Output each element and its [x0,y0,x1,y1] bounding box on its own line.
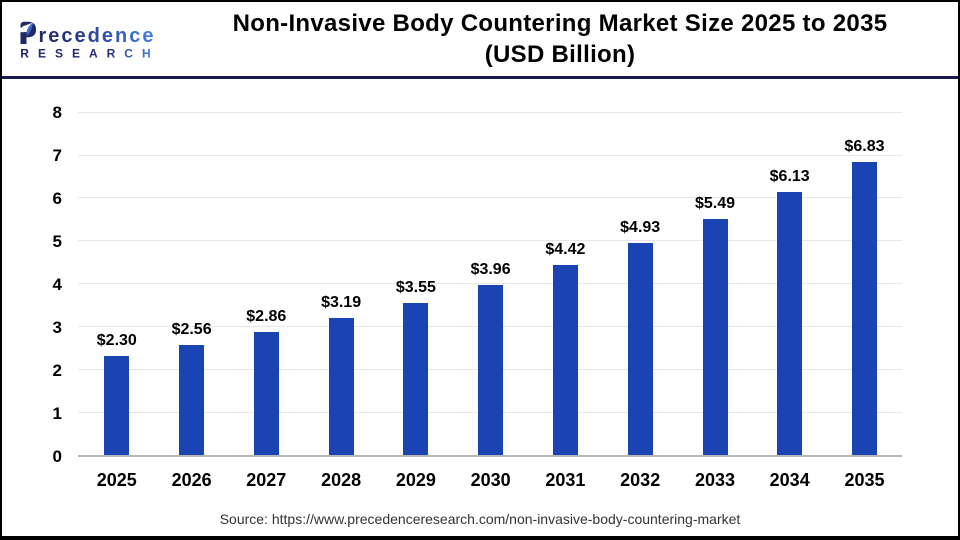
svg-text:recedence: recedence [39,25,156,47]
svg-text:RESEARCH: RESEARCH [20,47,159,61]
